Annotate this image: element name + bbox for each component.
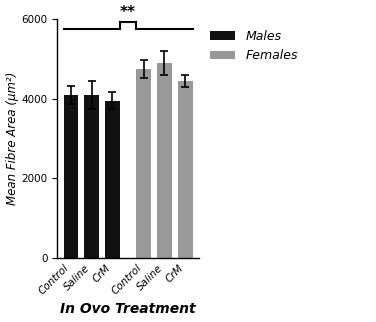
Bar <box>136 69 151 258</box>
Bar <box>64 95 78 258</box>
Legend: Males, Females: Males, Females <box>205 25 303 67</box>
Bar <box>157 63 172 258</box>
Text: **: ** <box>120 5 136 21</box>
Bar <box>105 101 120 258</box>
X-axis label: In Ovo Treatment: In Ovo Treatment <box>60 302 196 317</box>
Y-axis label: Mean Fibre Area (μm²): Mean Fibre Area (μm²) <box>6 72 18 205</box>
Bar <box>178 81 193 258</box>
Bar <box>85 95 99 258</box>
